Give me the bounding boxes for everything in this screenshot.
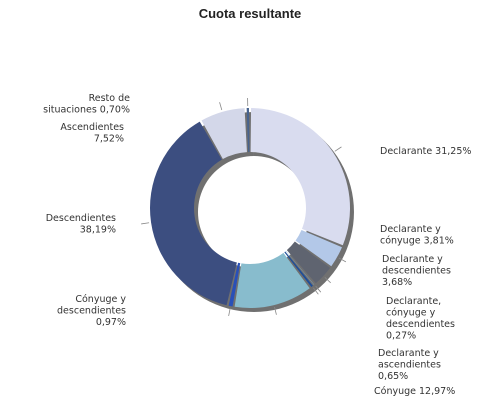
slice-label-line: 38,19% <box>80 225 116 236</box>
slice-descendientes <box>150 121 237 306</box>
slice-label-line: cónyuge y <box>386 308 436 319</box>
leader-line-descendientes <box>141 222 150 225</box>
slice-label-conyuge: Cónyuge 12,97% <box>374 386 455 397</box>
slice-label-declarante-y-conyuge: Declarante y cónyuge 3,81% <box>380 224 454 247</box>
slice-label-line: ascendientes <box>378 360 441 371</box>
slice-label-declarante: Declarante 31,25% <box>380 146 471 157</box>
leader-line-declarante-conyuge-y-descendientes <box>315 285 322 293</box>
donut-slices <box>150 108 350 308</box>
label-leader-lines <box>141 98 347 316</box>
slice-label-line: Declarante, <box>386 296 441 307</box>
slice-label-line: Declarante 31,25% <box>380 146 471 157</box>
slice-declarante-y-conyuge <box>295 229 342 267</box>
slice-conyuge <box>234 252 310 308</box>
slice-label-line: cónyuge 3,81% <box>380 236 454 247</box>
slice-label-descendientes: Descendientes 38,19% <box>46 213 116 236</box>
slice-conyuge-y-descendientes <box>228 262 241 307</box>
leader-line-declarante-y-conyuge <box>338 257 347 263</box>
slice-label-declarante-conyuge-y-descendientes: Declarante, cónyuge y descendientes 0,27% <box>386 296 455 342</box>
slice-label-line: descendientes <box>57 306 126 317</box>
slice-label-declarante-y-ascendientes: Declarante y ascendientes 0,65% <box>378 348 441 382</box>
leader-line-declarante-y-ascendientes <box>313 287 319 295</box>
slice-resto-de-situaciones <box>246 108 250 153</box>
slice-label-line: 0,27% <box>386 331 416 342</box>
slice-label-line: 0,97% <box>96 317 126 328</box>
leader-line-ascendientes <box>219 102 223 111</box>
slice-declarante-conyuge-y-descendientes <box>285 250 315 285</box>
slice-label-conyuge-y-descendientes: Cónyuge y descendientes 0,97% <box>57 294 126 328</box>
leader-line-declarante <box>334 146 342 152</box>
leader-line-conyuge-y-descendientes <box>228 307 231 316</box>
leader-line-conyuge <box>274 306 277 315</box>
slice-label-line: Ascendientes <box>60 122 124 133</box>
slice-labels: Declarante 31,25%Declarante y cónyuge 3,8… <box>43 93 471 397</box>
slice-label-line: descendientes <box>382 266 451 277</box>
slice-label-line: Cónyuge 12,97% <box>374 386 455 397</box>
slice-label-declarante-y-descendientes: Declarante y descendientes 3,68% <box>382 254 451 288</box>
slice-label-ascendientes: Ascendientes 7,52% <box>60 122 124 145</box>
slice-ascendientes <box>201 108 247 160</box>
slice-declarante-y-ascendientes <box>284 251 313 287</box>
slice-label-line: 3,68% <box>382 277 412 288</box>
slice-label-line: 7,52% <box>94 134 124 145</box>
chart-title: Cuota resultante <box>199 6 302 21</box>
slice-label-line: Declarante y <box>382 254 443 265</box>
slice-label-line: Cónyuge y <box>75 294 126 305</box>
slice-label-line: Declarante y <box>378 348 439 359</box>
slice-label-line: Descendientes <box>46 213 116 224</box>
slice-label-line: Resto de <box>89 93 131 104</box>
leader-line-declarante-y-descendientes <box>324 277 331 284</box>
slice-label-line: Declarante y <box>380 224 441 235</box>
slice-label-line: descendientes <box>386 319 455 330</box>
slice-declarante-y-descendientes <box>286 241 331 284</box>
slice-declarante <box>250 108 350 246</box>
slice-label-line: 0,65% <box>378 371 408 382</box>
slice-label-resto-de-situaciones: Resto de situaciones 0,70% <box>43 93 130 116</box>
slice-label-line: situaciones 0,70% <box>43 105 130 116</box>
